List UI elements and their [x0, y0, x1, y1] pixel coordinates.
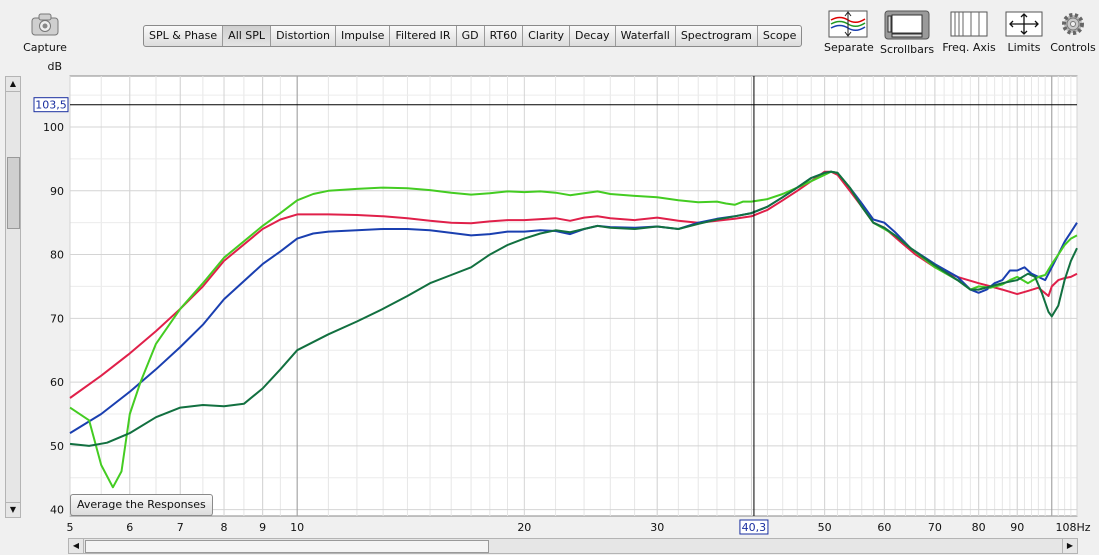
y-tick-label: 90 — [50, 185, 64, 198]
cursor-x-box — [739, 519, 769, 535]
scroll-left-arrow[interactable]: ◀ — [69, 539, 84, 553]
cursor-y-box — [33, 97, 69, 113]
y-tick-label: 100 — [43, 121, 64, 134]
tab-distortion[interactable]: Distortion — [271, 26, 336, 46]
x-tick-label: 60 — [877, 521, 891, 534]
y-tick-label: 80 — [50, 249, 64, 262]
freq-axis-button[interactable]: Freq. Axis — [940, 10, 998, 54]
y-axis-label: dB — [47, 60, 62, 73]
y-tick-label: 60 — [50, 376, 64, 389]
x-tick-label: 6 — [126, 521, 133, 534]
horizontal-scrollbar[interactable]: ◀ ▶ — [68, 538, 1078, 554]
series-line-3 — [69, 170, 1078, 447]
scroll-down-arrow[interactable]: ▼ — [6, 502, 20, 517]
x-tick-label: 80 — [972, 521, 986, 534]
separate-label: Separate — [824, 41, 874, 54]
y-tick-label: 50 — [50, 440, 64, 453]
capture-label: Capture — [23, 41, 67, 54]
y-tick-label: 70 — [50, 312, 64, 325]
vertical-scroll-thumb[interactable] — [7, 157, 20, 229]
x-tick-label: 70 — [928, 521, 942, 534]
x-tick-label: 8 — [221, 521, 228, 534]
y-tick-label: 40 — [50, 504, 64, 517]
tab-rt60[interactable]: RT60 — [485, 26, 524, 46]
x-tick-label: 30 — [650, 521, 664, 534]
scrollbars-button[interactable]: Scrollbars — [880, 10, 934, 56]
limits-label: Limits — [1007, 41, 1041, 54]
camera-icon — [31, 13, 59, 36]
x-tick-label: 50 — [818, 521, 832, 534]
average-responses-button[interactable]: Average the Responses — [70, 494, 213, 516]
cursor-y-value: 103,5 — [35, 99, 67, 112]
tab-waterfall[interactable]: Waterfall — [616, 26, 676, 46]
freq-axis-icon — [950, 11, 988, 37]
freq-axis-label: Freq. Axis — [942, 41, 996, 54]
tab-scope[interactable]: Scope — [762, 29, 797, 42]
x-tick-label: 10 — [290, 521, 304, 534]
gear-icon — [1062, 13, 1084, 35]
tab-gd[interactable]: GD — [457, 26, 485, 46]
controls-button[interactable]: Controls — [1050, 10, 1096, 54]
tab-filtered-ir[interactable]: Filtered IR — [390, 26, 457, 46]
tab-spectrogram[interactable]: Spectrogram — [676, 26, 758, 46]
tab-all-spl[interactable]: All SPL — [223, 26, 272, 46]
x-tick-label: 20 — [517, 521, 531, 534]
limits-button[interactable]: Limits — [1003, 10, 1045, 54]
limits-icon — [1005, 11, 1043, 37]
tab-clarity[interactable]: Clarity — [523, 26, 571, 46]
separate-button[interactable]: Separate — [824, 10, 874, 54]
tab-spl-phase[interactable]: SPL & Phase — [144, 26, 224, 46]
scroll-right-arrow[interactable]: ▶ — [1062, 539, 1077, 553]
scroll-up-arrow[interactable]: ▲ — [6, 77, 20, 92]
scrollbars-icon — [884, 10, 930, 40]
x-tick-label: 7 — [177, 521, 184, 534]
vertical-scrollbar[interactable]: ▲ ▼ — [5, 76, 21, 518]
horizontal-scroll-thumb[interactable] — [85, 540, 489, 553]
graph-tabs: SPL & Phase All SPL Distortion Impulse Filte… — [143, 25, 803, 47]
controls-label: Controls — [1050, 41, 1096, 54]
tab-decay[interactable]: Decay — [570, 26, 616, 46]
tab-impulse[interactable]: Impulse — [336, 26, 391, 46]
plot-area — [69, 75, 1078, 517]
x-tick-label: 108Hz — [1055, 521, 1090, 534]
capture-button[interactable]: Capture — [22, 10, 68, 54]
x-tick-label: 90 — [1010, 521, 1024, 534]
x-tick-label: 5 — [67, 521, 74, 534]
separate-icon — [828, 10, 868, 38]
scrollbars-label: Scrollbars — [880, 43, 935, 56]
cursor-x-value: 40,3 — [742, 521, 767, 534]
x-tick-label: 9 — [259, 521, 266, 534]
